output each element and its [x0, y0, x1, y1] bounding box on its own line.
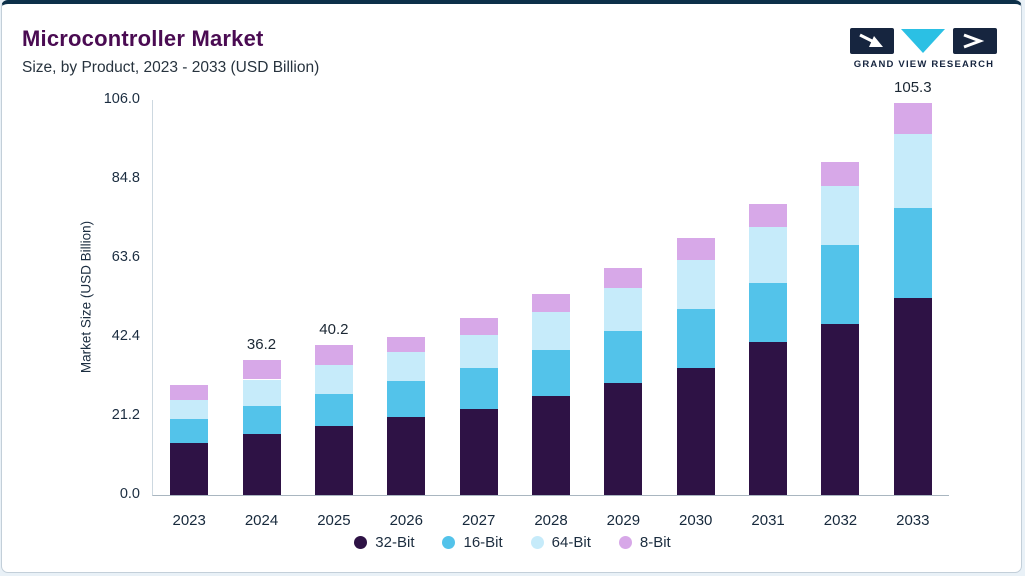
legend-dot-8-bit: [618, 536, 632, 549]
bar-segment-32-bit-2024: [242, 433, 281, 495]
legend-label-8-bit: 8-Bit: [639, 534, 671, 551]
x-axis-label-2026: 2026: [389, 512, 423, 529]
x-axis-label-2028: 2028: [534, 512, 568, 529]
bar-total-label-2024: 36.2: [246, 336, 277, 354]
x-axis-label-2025: 2025: [317, 512, 351, 529]
gvr-logo: GRAND VIEW RESEARCH: [850, 28, 998, 70]
bar-segment-16-bit-2031: [749, 282, 788, 343]
bar-segment-32-bit-2028: [532, 396, 570, 495]
x-axis-label-2027: 2027: [461, 512, 496, 529]
bar-segment-64-bit-2023: [170, 399, 209, 419]
logo-arrow-shaft: [859, 33, 875, 44]
legend-label-32-bit: 32-Bit: [375, 534, 415, 551]
logo-arrow-head: [869, 36, 883, 47]
legend-dot-64-bit: [530, 536, 544, 549]
bar-segment-32-bit-2023: [170, 442, 209, 495]
bar-segment-64-bit-2031: [749, 226, 788, 283]
gvr-logo-text: GRAND VIEW RESEARCH: [853, 59, 995, 70]
bar-segment-32-bit-2032: [821, 323, 860, 495]
x-axis-label-2031: 2031: [751, 512, 785, 529]
bar-segment-32-bit-2025: [314, 426, 353, 495]
bar-segment-64-bit-2030: [676, 260, 715, 309]
bar-segment-32-bit-2031: [749, 342, 788, 495]
chart-header: Microcontroller Market Size, by Product,…: [22, 26, 319, 77]
x-axis-label-2024: 2024: [244, 512, 279, 529]
bar-segment-64-bit-2026: [387, 351, 426, 382]
bar-segment-64-bit-2024: [242, 379, 281, 406]
bar-segment-8-bit-2033: [893, 102, 932, 134]
legend-item-64-bit: 64-Bit: [530, 534, 591, 551]
bar-segment-64-bit-2029: [604, 288, 643, 332]
y-axis-tick-84.8: 84.8: [111, 170, 140, 186]
bar-total-label-2025: 40.2: [319, 321, 349, 339]
bar-segment-16-bit-2033: [893, 208, 932, 298]
bar-segment-8-bit-2026: [387, 337, 426, 352]
bar-segment-16-bit-2029: [604, 331, 643, 384]
y-axis-tick-21.2: 21.2: [111, 407, 140, 423]
x-axis-label-2029: 2029: [606, 512, 641, 529]
bar-segment-64-bit-2028: [532, 312, 570, 350]
bar-segment-64-bit-2025: [314, 364, 353, 395]
y-axis-tick-0.0: 0.0: [119, 486, 140, 502]
y-axis: 0.0 21.2 42.4 63.6 84.8 106.0: [80, 91, 140, 502]
bar-segment-16-bit-2032: [821, 245, 860, 324]
bar-segment-8-bit-2028: [532, 293, 570, 313]
logo-tile-v: [901, 29, 945, 53]
logo-tile-r: [953, 28, 997, 54]
x-axis-label-2030: 2030: [679, 512, 713, 529]
bar-segment-32-bit-2029: [604, 383, 643, 495]
legend-label-16-bit: 16-Bit: [463, 534, 503, 551]
legend-item-16-bit: 16-Bit: [442, 534, 503, 551]
x-axis-label-2023: 2023: [172, 512, 206, 529]
y-axis-tick-106.0: 106.0: [103, 91, 140, 107]
plot-area: 2023 36.2 2024 40.2 2025 2026 2027 2028 2029 2030…: [152, 79, 949, 529]
legend-item-8-bit: 8-Bit: [618, 534, 671, 551]
y-axis-tick-63.6: 63.6: [111, 249, 140, 265]
bar-segment-16-bit-2028: [532, 349, 570, 397]
bar-segment-16-bit-2023: [170, 419, 209, 443]
legend-dot-32-bit: [354, 536, 368, 549]
bar-segment-64-bit-2027: [459, 334, 498, 369]
bar-segment-8-bit-2023: [170, 384, 209, 400]
bar-segment-8-bit-2030: [676, 237, 715, 261]
bar-segment-32-bit-2030: [676, 368, 715, 495]
legend-dot-16-bit: [442, 536, 456, 549]
x-axis-label-2032: 2032: [823, 512, 858, 529]
gvr-logo-mark: [850, 28, 997, 54]
bar-segment-8-bit-2024: [242, 360, 281, 380]
bar-segment-8-bit-2029: [604, 267, 643, 289]
legend: 32-Bit 16-Bit 64-Bit 8-Bit: [0, 534, 1025, 551]
bar-segment-8-bit-2025: [314, 345, 353, 365]
chart-title: Microcontroller Market: [22, 26, 264, 51]
legend-item-32-bit: 32-Bit: [354, 534, 414, 551]
bar-segment-16-bit-2026: [387, 381, 426, 417]
x-axis-label-2033: 2033: [896, 512, 930, 529]
bar-segment-16-bit-2027: [459, 368, 498, 410]
bar-segment-16-bit-2024: [242, 405, 281, 434]
bar-segment-32-bit-2033: [893, 297, 932, 495]
chart-subtitle: Size, by Product, 2023 - 2033 (USD Billi…: [22, 59, 320, 76]
bar-segment-32-bit-2026: [387, 416, 426, 495]
y-axis-tick-42.4: 42.4: [111, 328, 140, 344]
bar-segment-64-bit-2033: [893, 133, 932, 209]
bar-segment-16-bit-2030: [676, 308, 715, 369]
bar-segment-8-bit-2031: [749, 204, 788, 227]
bar-segment-32-bit-2027: [459, 409, 498, 495]
bar-total-label-2033: 105.3: [894, 78, 932, 96]
bar-segment-8-bit-2027: [459, 318, 498, 335]
bar-segment-8-bit-2032: [821, 161, 860, 186]
legend-label-64-bit: 64-Bit: [551, 534, 591, 551]
bar-segment-16-bit-2025: [314, 394, 353, 427]
logo-chevron: [963, 33, 985, 49]
bar-segment-64-bit-2032: [821, 185, 860, 246]
